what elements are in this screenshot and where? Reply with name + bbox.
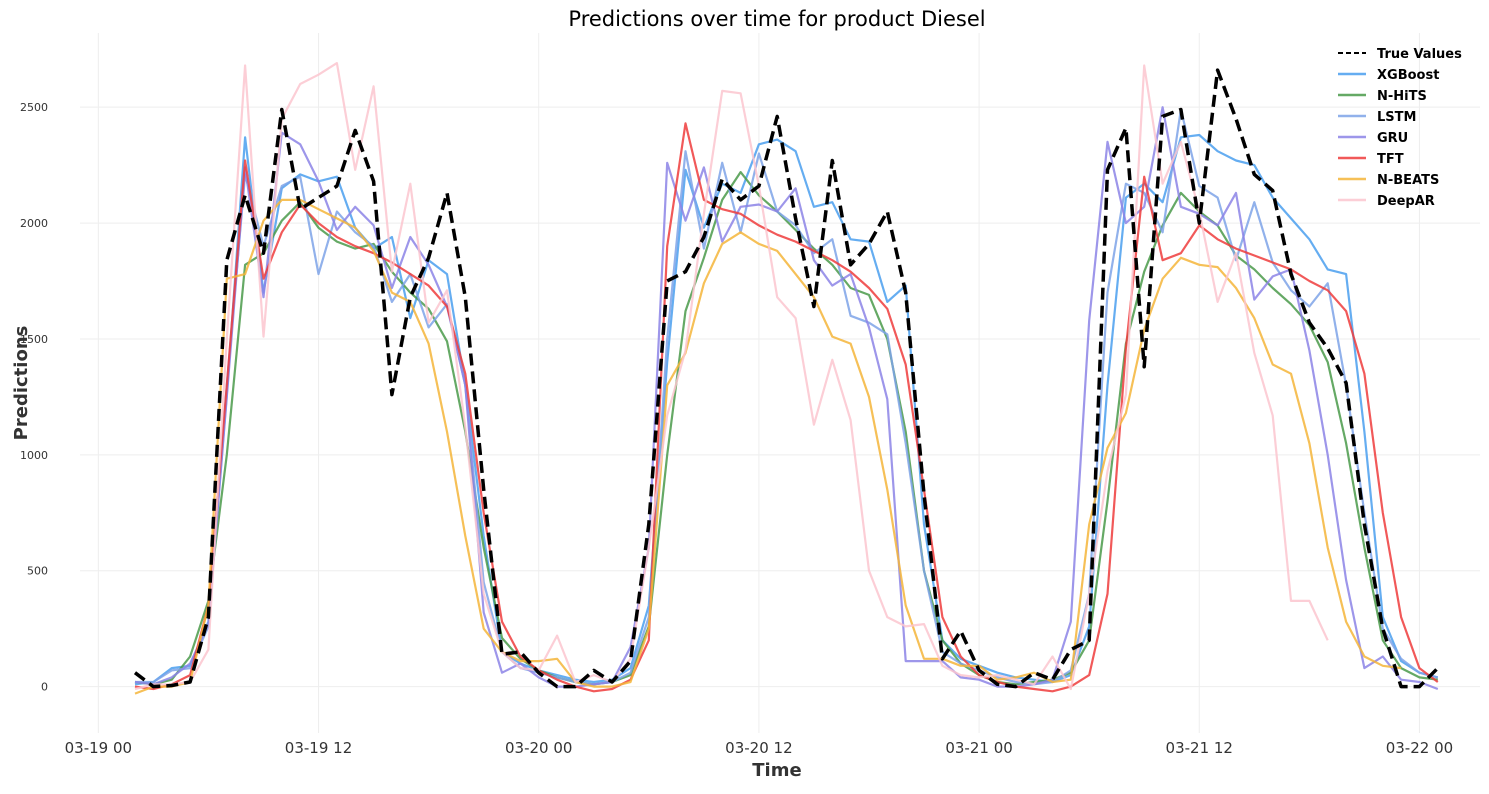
x-tick-label: 03-21 00	[945, 739, 1012, 757]
x-axis-label: Time	[752, 760, 801, 781]
legend-label-gru: GRU	[1377, 131, 1408, 146]
y-tick-label: 2000	[20, 217, 48, 230]
y-tick-label: 1000	[20, 449, 48, 462]
y-axis-label: Predictions	[11, 326, 32, 441]
x-tick-label: 03-19 00	[65, 739, 132, 757]
legend-label-n-beats: N-BEATS	[1377, 173, 1439, 188]
x-tick-labels: 03-19 00 03-19 12 03-20 00 03-20 12 03-21 00…	[65, 739, 1454, 757]
series-line-n-hits	[134, 171, 1438, 686]
x-tick-label: 03-21 12	[1166, 739, 1233, 757]
y-tick-label: 500	[27, 565, 48, 578]
legend-label-xgboost: XGBoost	[1377, 68, 1439, 83]
series-line-xgboost	[134, 133, 1439, 686]
y-tick-label: 2500	[20, 101, 48, 114]
y-tick-label: 1500	[20, 333, 48, 346]
series-line-lstm	[135, 108, 1439, 686]
x-tick-label: 03-20 12	[725, 739, 792, 757]
legend-label-lstm: LSTM	[1377, 110, 1416, 125]
series-line-deepar	[134, 62, 1329, 691]
x-tick-label: 03-20 00	[505, 739, 572, 757]
y-tick-labels: 0 500 1000 1500 2000 2500	[20, 101, 48, 693]
gridlines	[80, 33, 1480, 733]
legend-label-n-hits: N-HiTS	[1377, 89, 1427, 104]
x-tick-label: 03-19 12	[285, 739, 352, 757]
chart-title: Predictions over time for product Diesel	[568, 7, 985, 31]
x-tick-label: 03-22 00	[1386, 739, 1453, 757]
series-line-tft	[134, 122, 1439, 693]
series-lines	[133, 62, 1440, 695]
series-line-gru	[134, 106, 1439, 691]
y-tick-label: 0	[41, 681, 48, 694]
legend: True Values XGBoost N-HiTS LSTM GRU TFT N-BEAT…	[1338, 47, 1462, 209]
legend-label-tft: TFT	[1377, 152, 1404, 167]
series-line-true-values	[133, 68, 1440, 689]
legend-label-true-values: True Values	[1377, 47, 1462, 62]
legend-label-deepar: DeepAR	[1377, 194, 1435, 209]
